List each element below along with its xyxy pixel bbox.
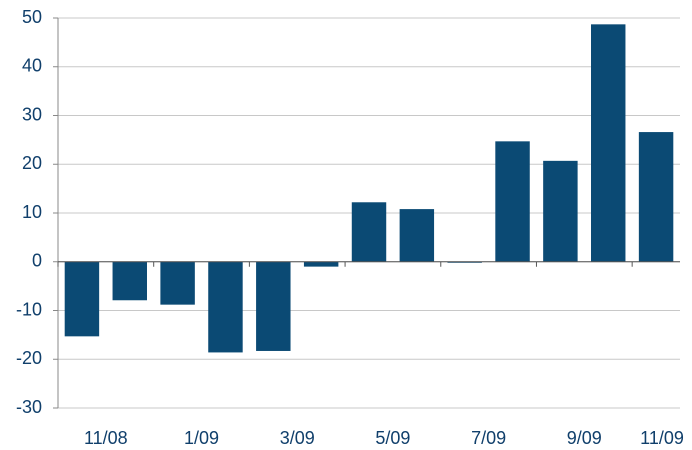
x-tick-label: 3/09 xyxy=(280,428,315,448)
y-tick-label: -30 xyxy=(16,397,42,417)
bar xyxy=(208,261,243,353)
y-tick-label: 20 xyxy=(22,153,42,173)
y-tick-label: 50 xyxy=(22,7,42,27)
bar xyxy=(303,261,339,267)
bar xyxy=(160,261,195,305)
x-tick-label: 11/09 xyxy=(640,428,684,448)
x-tick-label: 11/08 xyxy=(84,428,128,448)
bar xyxy=(351,202,387,262)
x-tick-label: 1/09 xyxy=(184,428,219,448)
bar xyxy=(64,261,100,337)
y-tick-label: 40 xyxy=(22,56,42,76)
bar xyxy=(543,160,578,262)
y-tick-label: -20 xyxy=(16,348,42,368)
y-tick-label: 10 xyxy=(22,202,42,222)
bar xyxy=(112,261,147,301)
y-tick-label: 30 xyxy=(22,104,42,124)
x-tick-label: 9/09 xyxy=(567,428,602,448)
bar xyxy=(495,141,530,262)
bar xyxy=(256,261,291,351)
bar xyxy=(591,24,626,262)
x-tick-label: 5/09 xyxy=(375,428,410,448)
y-tick-label: -10 xyxy=(16,299,42,319)
x-tick-label: 7/09 xyxy=(471,428,506,448)
y-tick-label: 0 xyxy=(32,251,42,271)
bar xyxy=(399,209,435,262)
bar xyxy=(638,132,674,262)
